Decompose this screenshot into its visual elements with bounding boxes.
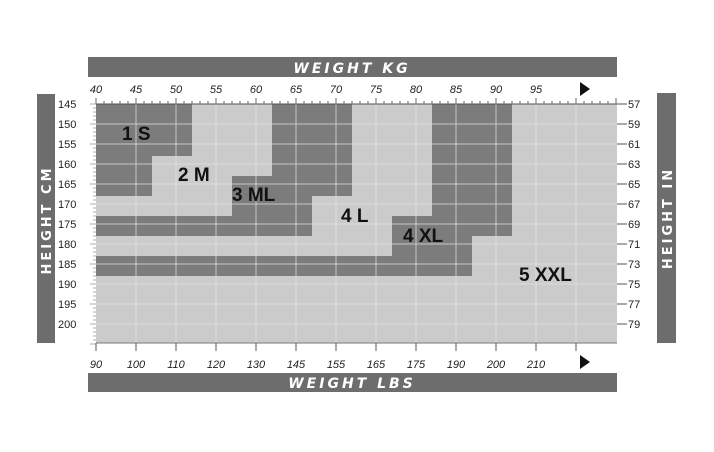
size-label: 1 S [122, 124, 151, 145]
weight-lbs-footer-bar [88, 373, 617, 392]
cm-tick-label: 200 [58, 319, 76, 331]
height-in-label: HEIGHT IN [661, 167, 676, 269]
axis-ticks: 40 45 50 55 60 65 70 75 80 85 90 95 145 150 155 160 165 1… [58, 84, 640, 371]
size-region-1 [96, 196, 232, 216]
cm-tick-label: 190 [58, 279, 76, 291]
kg-tick-label: 95 [530, 84, 543, 96]
kg-tick-label: 55 [210, 84, 223, 96]
in-tick-label: 75 [628, 279, 640, 291]
kg-tick-label: 60 [250, 84, 263, 96]
cm-tick-label: 165 [58, 179, 76, 191]
weight-kg-label: WEIGHT KG [293, 61, 410, 77]
lbs-tick-label: 175 [407, 359, 426, 371]
in-tick-label: 61 [628, 139, 640, 151]
size-region-4 [432, 104, 512, 236]
kg-tick-label: 70 [330, 84, 343, 96]
size-label: 5 XXL [519, 265, 572, 286]
lbs-tick-label: 90 [90, 359, 103, 371]
cm-tick-label: 150 [58, 119, 76, 131]
size-label: 3 ML [232, 185, 276, 206]
lbs-tick-label: 110 [167, 359, 185, 371]
height-cm-label: HEIGHT CM [40, 165, 55, 274]
size-label: 4 L [341, 206, 369, 227]
kg-arrow-icon [580, 82, 590, 96]
lbs-tick-label: 120 [207, 359, 226, 371]
cm-tick-label: 160 [58, 159, 76, 171]
kg-tick-label: 40 [90, 84, 103, 96]
size-label: 4 XL [403, 226, 444, 247]
cm-tick-label: 180 [58, 239, 76, 251]
kg-tick-label: 85 [450, 84, 463, 96]
size-region-2 [96, 216, 232, 236]
in-tick-label: 65 [628, 179, 640, 191]
cm-tick-label: 155 [58, 139, 76, 151]
kg-tick-label: 45 [130, 84, 143, 96]
kg-tick-label: 50 [170, 84, 183, 96]
lbs-tick-label: 155 [327, 359, 346, 371]
lbs-tick-label: 145 [287, 359, 306, 371]
lbs-tick-label: 130 [247, 359, 266, 371]
height-in-bar [657, 93, 676, 343]
in-tick-label: 79 [628, 319, 640, 331]
weight-lbs-label: WEIGHT LBS [288, 376, 416, 392]
lbs-tick-label: 200 [486, 359, 506, 371]
height-cm-bar [37, 94, 55, 343]
cm-tick-label: 195 [58, 299, 76, 311]
in-tick-label: 69 [628, 219, 640, 231]
in-tick-label: 63 [628, 159, 640, 171]
cm-tick-label: 185 [58, 259, 76, 271]
size-label: 2 M [178, 165, 210, 186]
lbs-tick-label: 100 [127, 359, 146, 371]
size-labels: 1 S 2 M 3 ML 4 L 4 XL 5 XXL [122, 124, 572, 286]
lbs-tick-label: 165 [367, 359, 386, 371]
size-region-0 [96, 156, 152, 196]
kg-tick-label: 90 [490, 84, 503, 96]
in-tick-label: 59 [628, 119, 640, 131]
cm-tick-label: 170 [58, 199, 76, 211]
kg-tick-label: 65 [290, 84, 303, 96]
cm-tick-label: 175 [58, 219, 76, 231]
size-region-4 [96, 256, 472, 276]
cm-tick-label: 145 [58, 99, 76, 111]
weight-kg-header-bar [88, 57, 617, 77]
in-tick-label: 71 [628, 239, 640, 251]
lbs-tick-label: 190 [447, 359, 466, 371]
in-tick-label: 77 [628, 299, 640, 311]
lbs-arrow-icon [580, 355, 590, 369]
kg-tick-label: 75 [370, 84, 383, 96]
size-region-2 [232, 176, 312, 236]
in-tick-label: 73 [628, 259, 640, 271]
grid-lines [96, 104, 617, 343]
in-tick-label: 57 [628, 99, 640, 111]
in-tick-label: 67 [628, 199, 640, 211]
size-region-5 [96, 276, 472, 343]
kg-tick-label: 80 [410, 84, 423, 96]
size-region-3 [96, 236, 392, 256]
size-region-5 [472, 236, 616, 343]
lbs-tick-label: 210 [526, 359, 546, 371]
